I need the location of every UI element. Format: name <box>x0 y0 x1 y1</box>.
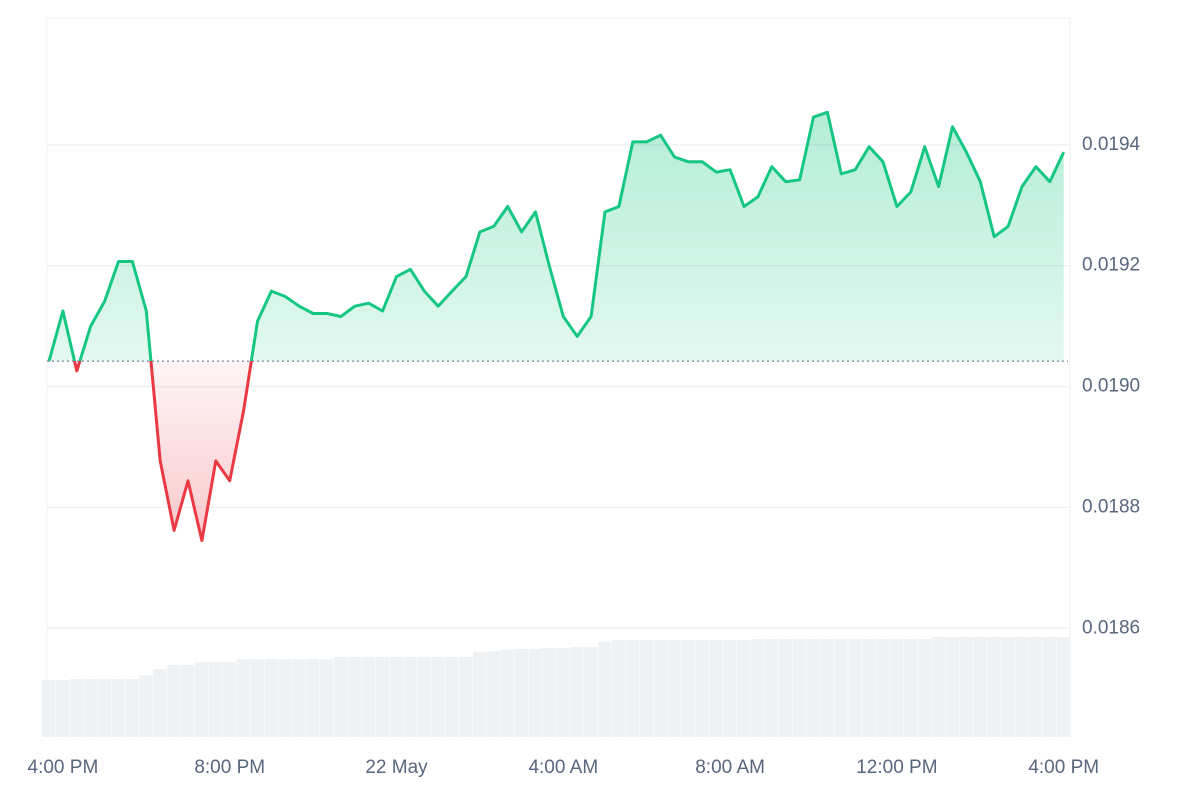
volume-bar <box>167 665 181 737</box>
volume-bar <box>500 650 515 737</box>
volume-bar <box>181 665 195 737</box>
volume-bar <box>486 651 501 737</box>
volume-bar <box>862 639 876 737</box>
y-tick-label: 0.0190 <box>1082 376 1140 397</box>
x-tick-label: 12:00 PM <box>856 757 937 778</box>
volume-bar <box>472 652 487 737</box>
volume-bar <box>959 637 973 737</box>
volume-bar <box>639 640 654 737</box>
price-line <box>47 110 1066 543</box>
volume-bar <box>125 679 139 737</box>
volume-bar <box>445 657 459 737</box>
volume-bar <box>695 640 709 737</box>
volume-bar <box>528 649 542 737</box>
volume-bar <box>431 657 445 737</box>
y-tick-label: 0.0194 <box>1082 134 1141 155</box>
volume-bar <box>889 639 904 737</box>
x-tick-label: 4:00 PM <box>1028 757 1099 778</box>
volume-bar <box>806 639 820 737</box>
volume-bar <box>792 639 807 737</box>
volume-bar <box>931 637 946 737</box>
volume-bar <box>834 639 848 737</box>
volume-bar <box>667 640 681 737</box>
volume-bar <box>97 679 112 737</box>
volume-bar <box>653 640 668 737</box>
area-fill <box>49 112 1064 541</box>
volume-bar <box>681 640 695 737</box>
x-tick-label: 4:00 AM <box>528 757 598 778</box>
volume-bar <box>987 637 1001 737</box>
volume-bar <box>611 640 626 737</box>
volume-bar <box>278 659 292 737</box>
volume-bar <box>903 639 918 737</box>
volume-bar <box>250 659 264 737</box>
volume-bar <box>320 659 334 737</box>
volume-bar <box>42 680 56 737</box>
volume-bar <box>848 639 862 737</box>
y-tick-label: 0.0186 <box>1082 617 1140 638</box>
plot-layer <box>47 110 1068 543</box>
volume-bar <box>111 679 125 737</box>
y-tick-label: 0.0188 <box>1082 496 1140 517</box>
volume-bar <box>570 647 584 737</box>
volume-bar <box>1056 637 1071 737</box>
volume-bar <box>709 640 723 737</box>
volume-bar <box>625 640 640 737</box>
x-tick-label: 8:00 PM <box>194 757 265 778</box>
volume-bar <box>55 680 70 737</box>
volume-bar <box>778 639 793 737</box>
volume-bar <box>1001 637 1015 737</box>
volume-bar <box>542 648 556 737</box>
volume-bar <box>764 639 779 737</box>
volume-bar <box>584 647 598 737</box>
volume-bar <box>236 659 251 737</box>
x-tick-label: 4:00 PM <box>28 757 99 778</box>
volume-bar <box>945 637 959 737</box>
volume-layer <box>42 637 1071 737</box>
volume-bar <box>820 639 834 737</box>
volume-bar <box>1028 637 1043 737</box>
volume-bar <box>333 657 348 737</box>
volume-bar <box>347 657 362 737</box>
volume-bar <box>973 637 987 737</box>
volume-bar <box>153 669 167 737</box>
volume-bar <box>264 659 278 737</box>
volume-bar <box>139 675 153 737</box>
volume-bar <box>723 640 737 737</box>
volume-bar <box>598 642 612 737</box>
volume-bar <box>737 640 751 737</box>
y-tick-label: 0.0192 <box>1082 255 1140 276</box>
volume-bar <box>306 659 320 737</box>
volume-bar <box>514 649 529 737</box>
x-tick-label: 8:00 AM <box>695 757 765 778</box>
volume-bar <box>375 657 390 737</box>
volume-bar <box>750 639 765 737</box>
volume-bar <box>222 662 237 737</box>
volume-bar <box>403 657 417 737</box>
volume-bar <box>459 657 473 737</box>
volume-bar <box>1015 637 1029 737</box>
volume-bar <box>876 639 890 737</box>
volume-bar <box>389 657 403 737</box>
volume-bar <box>208 662 223 737</box>
volume-bar <box>1042 637 1057 737</box>
volume-bar <box>361 657 376 737</box>
volume-bar <box>556 648 570 737</box>
volume-bar <box>417 657 431 737</box>
volume-bar <box>83 679 98 737</box>
volume-bar <box>917 639 932 737</box>
volume-bar <box>194 662 209 737</box>
volume-bar <box>69 679 84 737</box>
volume-bar <box>292 659 306 737</box>
x-tick-label: 22 May <box>365 757 428 778</box>
